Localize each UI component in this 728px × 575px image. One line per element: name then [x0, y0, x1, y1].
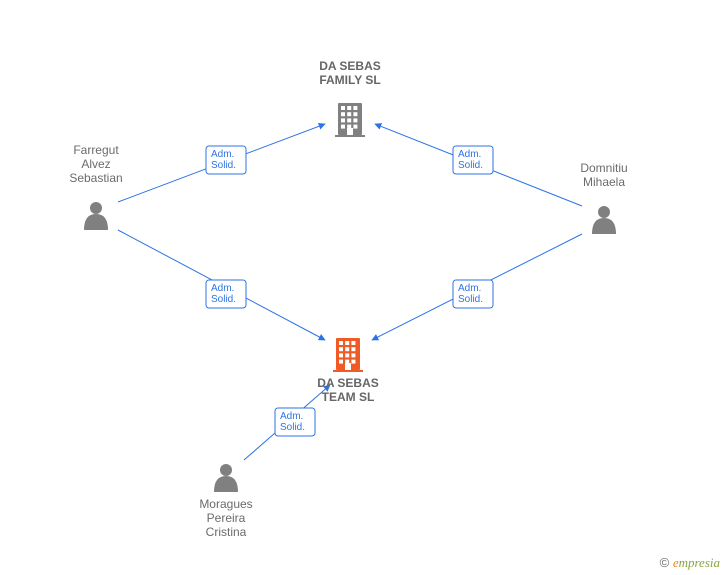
- footer: © empresia: [660, 555, 720, 571]
- building-icon: [335, 103, 365, 137]
- node-label: FarregutAlvezSebastian: [69, 143, 122, 185]
- org-diagram: Adm.Solid. Adm.Solid. Adm.Solid. Adm.Solid.…: [0, 0, 728, 575]
- node-label: DA SEBASTEAM SL: [317, 376, 379, 404]
- edge-label-text: Adm.Solid.: [458, 283, 483, 305]
- node-label: MoraguesPereiraCristina: [199, 497, 252, 539]
- edge-label-text: Adm.Solid.: [458, 149, 483, 171]
- person-icon: [214, 464, 238, 492]
- brand-rest: mpresia: [679, 555, 720, 570]
- node-label: DomnitiuMihaela: [580, 161, 627, 189]
- edge-label-text: Adm.Solid.: [211, 149, 236, 171]
- edge-label-text: Adm.Solid.: [280, 411, 305, 433]
- node-label: DA SEBASFAMILY SL: [319, 59, 381, 87]
- copyright-symbol: ©: [660, 555, 670, 570]
- person-icon: [592, 206, 616, 234]
- edge-label-text: Adm.Solid.: [211, 283, 236, 305]
- building-icon: [333, 338, 363, 372]
- person-icon: [84, 202, 108, 230]
